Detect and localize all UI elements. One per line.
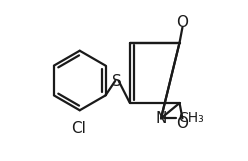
Text: N: N [156, 111, 167, 126]
Text: S: S [112, 74, 122, 89]
Text: Cl: Cl [71, 121, 86, 136]
Text: CH₃: CH₃ [178, 111, 204, 125]
Text: O: O [176, 15, 188, 30]
Text: O: O [176, 116, 188, 131]
